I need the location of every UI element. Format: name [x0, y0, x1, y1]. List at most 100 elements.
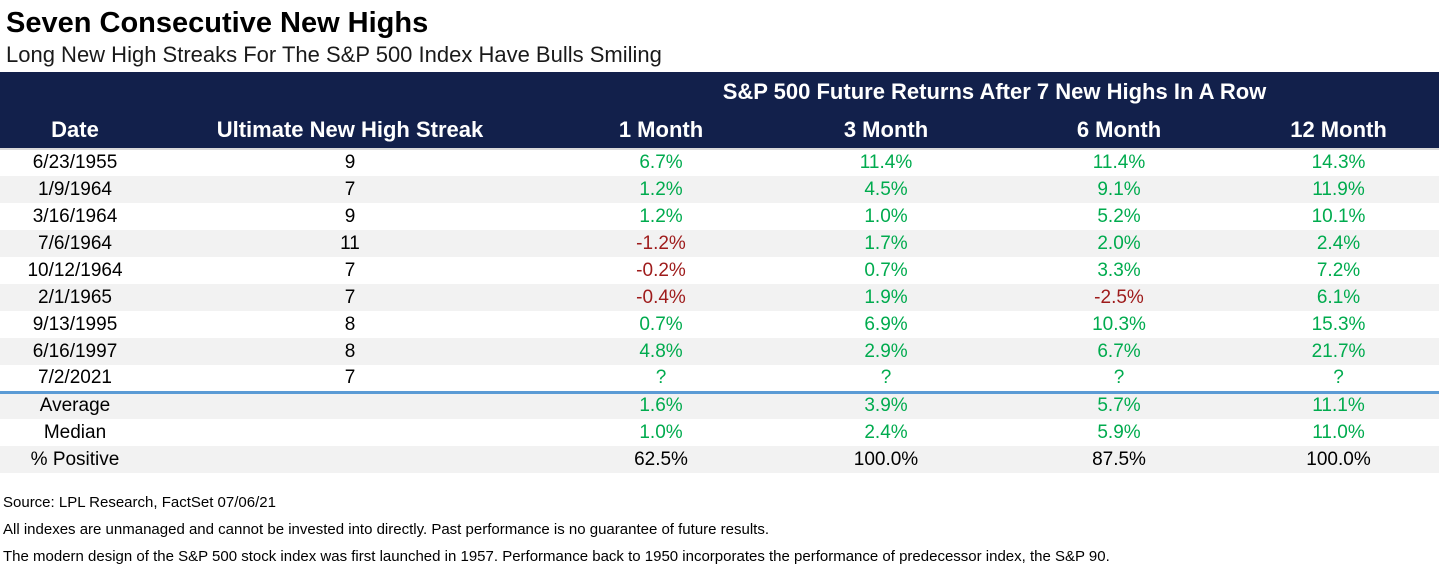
cell-return: 2.0% — [1097, 232, 1141, 254]
cell-return: -2.5% — [1094, 286, 1144, 308]
cell-return: -0.2% — [636, 259, 686, 281]
table-row: 3/16/1964 9 1.2% 1.0% 5.2% 10.1% — [0, 203, 1439, 230]
cell-empty — [150, 446, 550, 473]
cell-return: 2.4% — [864, 421, 908, 443]
cell-return: 21.7% — [1311, 340, 1366, 362]
cell-return: 1.7% — [864, 232, 908, 254]
cell-return: 6.7% — [1097, 340, 1141, 362]
column-header-3-month: 3 Month — [772, 112, 1000, 150]
cell-date: 3/16/1964 — [32, 205, 118, 227]
cell-date: 9/13/1995 — [32, 313, 118, 335]
cell-return: 10.3% — [1092, 313, 1146, 335]
cell-return: 5.2% — [1097, 205, 1141, 227]
returns-table: S&P 500 Future Returns After 7 New Highs… — [0, 72, 1439, 473]
cell-return: 11.4% — [1092, 152, 1146, 173]
table-row: 7/2/2021 7???? — [0, 365, 1439, 392]
cell-return: ? — [1333, 366, 1344, 388]
cell-streak: 8 — [344, 340, 356, 362]
summary-label: Average — [0, 390, 150, 419]
summary-row: Average 1.6% 3.9% 5.7% 11.1% — [0, 390, 1439, 419]
cell-streak: 7 — [344, 286, 356, 308]
cell-return: -1.2% — [636, 232, 686, 254]
cell-return: 7.2% — [1316, 259, 1361, 281]
cell-return: 1.9% — [864, 286, 908, 308]
table-row: 2/1/1965 7 -0.4% 1.9% -2.5% 6.1% — [0, 284, 1439, 311]
chart-title: Seven Consecutive New Highs — [6, 7, 429, 39]
cell-return: 0.7% — [864, 259, 908, 281]
cell-date: 7/6/1964 — [38, 232, 112, 254]
cell-streak: 11 — [340, 232, 360, 254]
cell-return: 62.5% — [634, 448, 688, 470]
cell-empty — [150, 390, 550, 419]
table-row: 9/13/1995 8 0.7% 6.9% 10.3% 15.3% — [0, 311, 1439, 338]
cell-streak: 8 — [344, 313, 356, 335]
footnote-disclaimer: All indexes are unmanaged and cannot be … — [3, 521, 770, 538]
summary-label: Median — [43, 421, 107, 443]
table-header: S&P 500 Future Returns After 7 New Highs… — [0, 72, 1439, 150]
cell-return: 11.0% — [1312, 421, 1365, 443]
cell-return: 11.4% — [859, 152, 913, 173]
column-header-1-month: 1 Month — [550, 112, 772, 150]
cell-return: 1.6% — [550, 390, 772, 419]
cell-return: 87.5% — [1092, 448, 1146, 470]
cell-empty — [150, 419, 550, 446]
column-header-12-month: 12 Month — [1238, 112, 1439, 150]
table-row: 6/16/1997 8 4.8% 2.9% 6.7% 21.7% — [0, 338, 1439, 365]
cell-return: 9.1% — [1097, 178, 1141, 200]
cell-date: 7/2/2021 — [38, 366, 112, 388]
cell-return: 15.3% — [1311, 313, 1366, 335]
cell-streak: 7 — [344, 366, 356, 388]
summary-row: Median 1.0% 2.4% 5.9% 11.0% — [0, 419, 1439, 446]
cell-return: ? — [880, 366, 892, 388]
group-header-spacer — [0, 72, 550, 112]
cell-return: 1.0% — [864, 205, 908, 227]
footnotes: Source: LPL Research, FactSet 07/06/21 A… — [3, 495, 1439, 565]
cell-return: 0.7% — [639, 313, 683, 335]
column-header-row: Date Ultimate New High Streak 1 Month 3 … — [0, 112, 1439, 150]
summary-row: % Positive 62.5% 100.0% 87.5% 100.0% — [0, 446, 1439, 473]
column-header-date: Date — [0, 112, 150, 150]
footnote-index-history: The modern design of the S&P 500 stock i… — [3, 548, 1110, 565]
cell-date: 6/16/1997 — [32, 340, 118, 362]
cell-return: -0.4% — [636, 286, 686, 308]
cell-return: 11.1% — [1238, 390, 1439, 419]
summary-label: % Positive — [30, 448, 120, 470]
cell-return: 3.9% — [772, 390, 1000, 419]
table-row: 10/12/1964 7 -0.2% 0.7% 3.3% 7.2% — [0, 257, 1439, 284]
cell-return: 6.7% — [639, 152, 683, 173]
cell-return: 10.1% — [1311, 205, 1366, 227]
cell-streak: 7 — [344, 259, 356, 281]
table-group-header: S&P 500 Future Returns After 7 New Highs… — [550, 72, 1439, 112]
cell-return: 5.7% — [1000, 390, 1238, 419]
cell-date: 10/12/1964 — [27, 259, 123, 281]
cell-date: 1/9/1964 — [38, 178, 112, 200]
cell-return: ? — [655, 366, 667, 388]
cell-return: 6.1% — [1316, 286, 1361, 308]
footnote-source: Source: LPL Research, FactSet 07/06/21 — [3, 494, 276, 511]
table-row: 6/23/1955 9 6.7% 11.4% 11.4% 14.3% — [0, 149, 1439, 176]
cell-streak: 9 — [344, 205, 356, 227]
cell-date: 6/23/1955 — [32, 152, 118, 173]
cell-streak: 7 — [344, 178, 356, 200]
table-body: 6/23/1955 9 6.7% 11.4% 11.4% 14.3% 1/9/1964 7 1.… — [0, 149, 1439, 473]
column-header-6-month: 6 Month — [1000, 112, 1238, 150]
table-row: 1/9/1964 7 1.2% 4.5% 9.1% 11.9% — [0, 176, 1439, 203]
cell-return: 14.3% — [1311, 152, 1366, 173]
cell-return: 2.9% — [864, 340, 908, 362]
cell-return: 2.4% — [1316, 232, 1361, 254]
cell-return: 1.2% — [639, 178, 683, 200]
cell-return: 100.0% — [1306, 448, 1371, 470]
cell-return: 6.9% — [864, 313, 908, 335]
cell-return: 4.8% — [639, 340, 683, 362]
cell-return: 4.5% — [864, 178, 908, 200]
cell-return: ? — [1113, 366, 1125, 388]
column-header-streak: Ultimate New High Streak — [150, 112, 550, 150]
chart-subtitle: Long New High Streaks For The S&P 500 In… — [6, 42, 662, 67]
cell-return: 11.9% — [1312, 178, 1365, 200]
cell-return: 100.0% — [853, 448, 919, 470]
cell-return: 5.9% — [1097, 421, 1141, 443]
cell-return: 3.3% — [1097, 259, 1141, 281]
cell-return: 1.2% — [639, 205, 683, 227]
table-row: 7/6/1964 11 -1.2% 1.7% 2.0% 2.4% — [0, 230, 1439, 257]
